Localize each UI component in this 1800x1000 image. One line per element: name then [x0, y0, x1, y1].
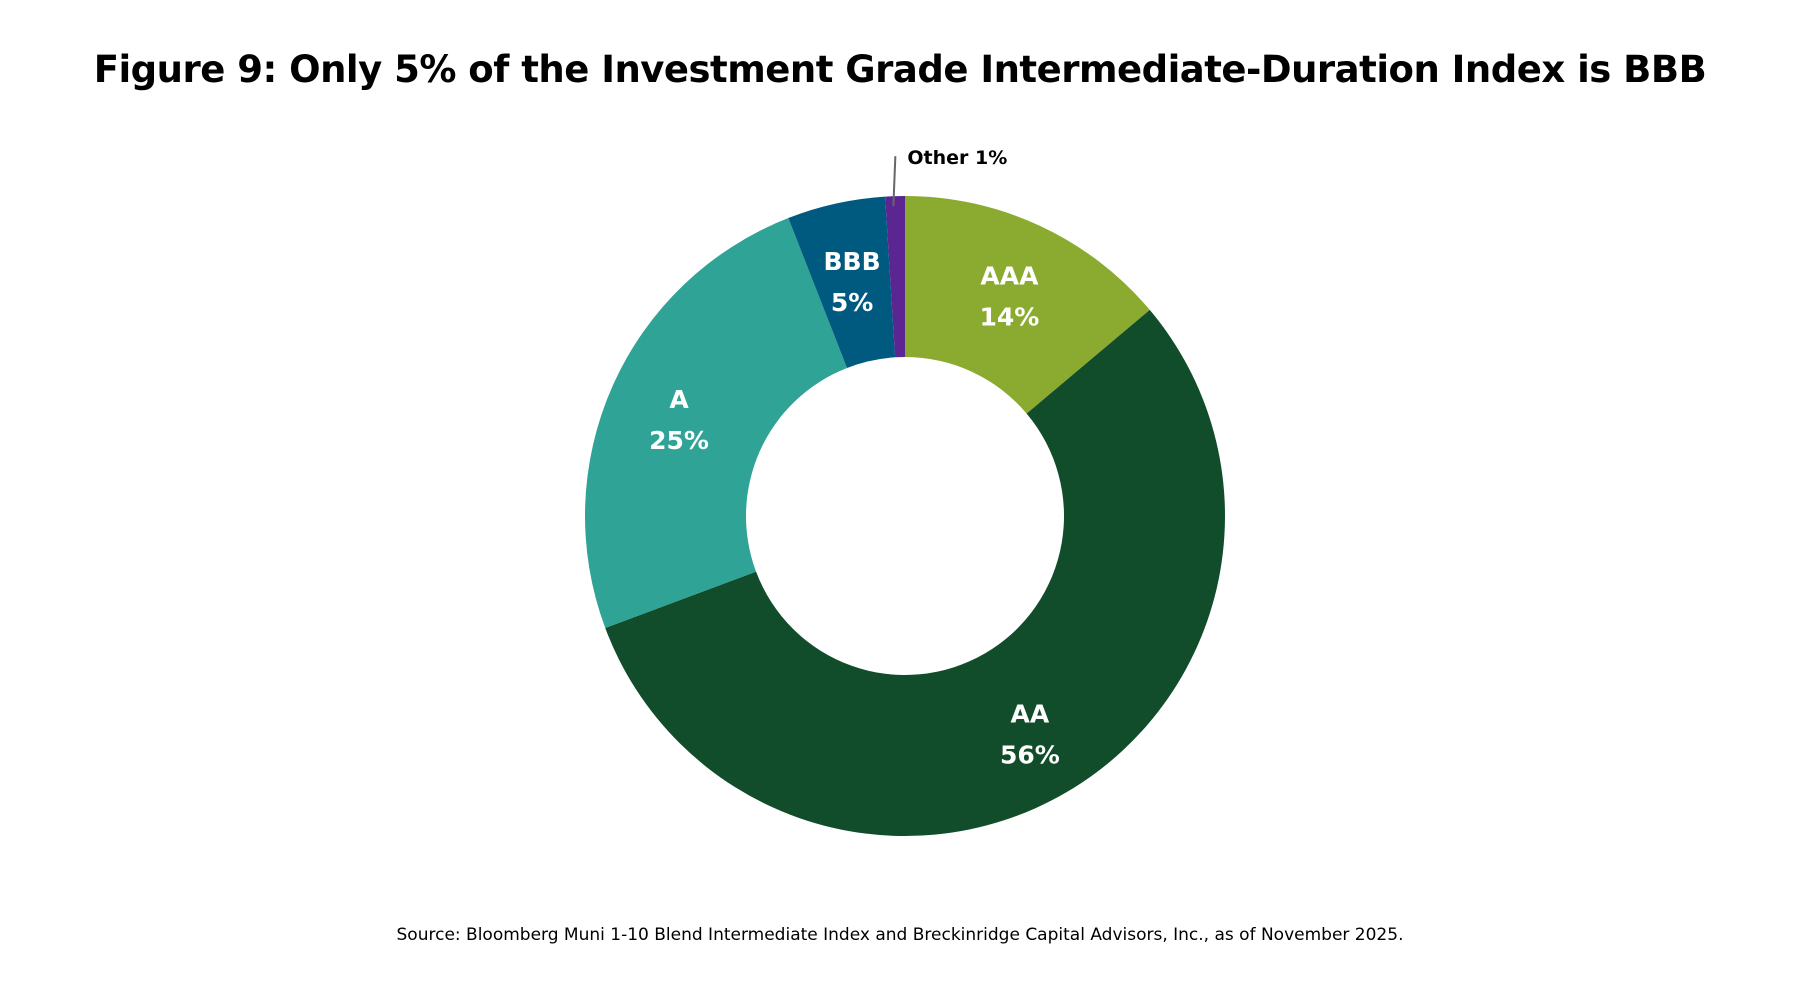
- slice-bbb: [788, 196, 896, 368]
- chart-title: Figure 9: Only 5% of the Investment Grad…: [93, 48, 1707, 91]
- label-a-name: A: [669, 385, 689, 414]
- slice-other: [885, 196, 905, 358]
- label-a-value: 25%: [649, 426, 709, 455]
- label-aaa-value: 14%: [979, 303, 1039, 332]
- label-aa-name: AA: [1011, 700, 1050, 729]
- label-aa-value: 56%: [1000, 741, 1060, 770]
- label-other: Other 1%: [907, 147, 1007, 169]
- slice-aa: [605, 309, 1225, 837]
- slice-aaa: [905, 196, 1150, 414]
- label-aaa-name: AAA: [980, 262, 1039, 291]
- callout-line: [892, 156, 897, 207]
- slice-a: [585, 218, 848, 629]
- label-bbb-value: 5%: [831, 288, 873, 317]
- label-bbb-name: BBB: [823, 247, 880, 276]
- source-note: Source: Bloomberg Muni 1-10 Blend Interm…: [396, 925, 1404, 945]
